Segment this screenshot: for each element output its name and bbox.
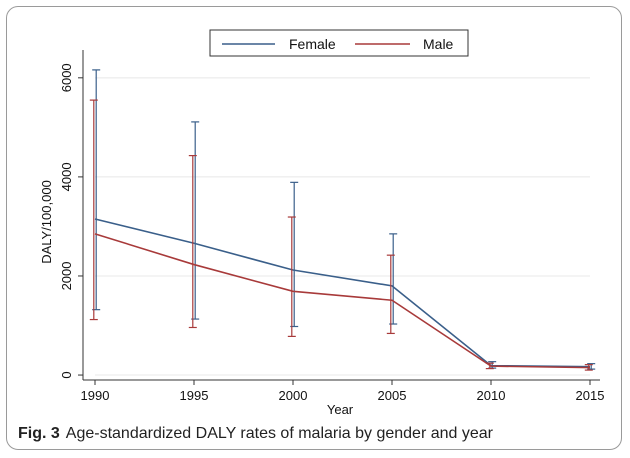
figure-caption-text: Age-standardized DALY rates of malaria b… (65, 425, 493, 442)
y-tick-label-4000: 4000 (59, 162, 74, 191)
series-female (92, 69, 596, 370)
y-tick-label-0: 0 (59, 371, 74, 378)
line-male (94, 233, 591, 369)
figure-caption: Fig. 3 Age-standardized DALY rates of mal… (18, 425, 618, 443)
axes: 0 2000 4000 6000 1990 1995 2000 2005 2010 2015 (59, 50, 604, 403)
legend-male-label: Male (423, 36, 454, 52)
x-tick-label-2010: 2010 (477, 388, 506, 403)
x-tick-label-2005: 2005 (378, 388, 407, 403)
legend: Female Male (209, 29, 469, 57)
line-female (94, 218, 591, 368)
series-male (89, 99, 593, 371)
y-tick-label-6000: 6000 (59, 63, 74, 92)
y-axis-title: DALY/100,000 (39, 180, 54, 264)
series-layer (89, 69, 596, 371)
figure-frame (6, 6, 622, 450)
x-tick-label-1995: 1995 (180, 388, 209, 403)
figure-label: Fig. 3 (18, 425, 60, 442)
legend-box (209, 29, 469, 57)
x-axis-title: Year (327, 402, 354, 417)
x-tick-label-2015: 2015 (576, 388, 605, 403)
x-tick-label-1990: 1990 (81, 388, 110, 403)
y-tick-label-2000: 2000 (59, 262, 74, 291)
x-tick-label-2000: 2000 (279, 388, 308, 403)
grid-lines (95, 77, 590, 376)
legend-female-label: Female (289, 36, 336, 52)
